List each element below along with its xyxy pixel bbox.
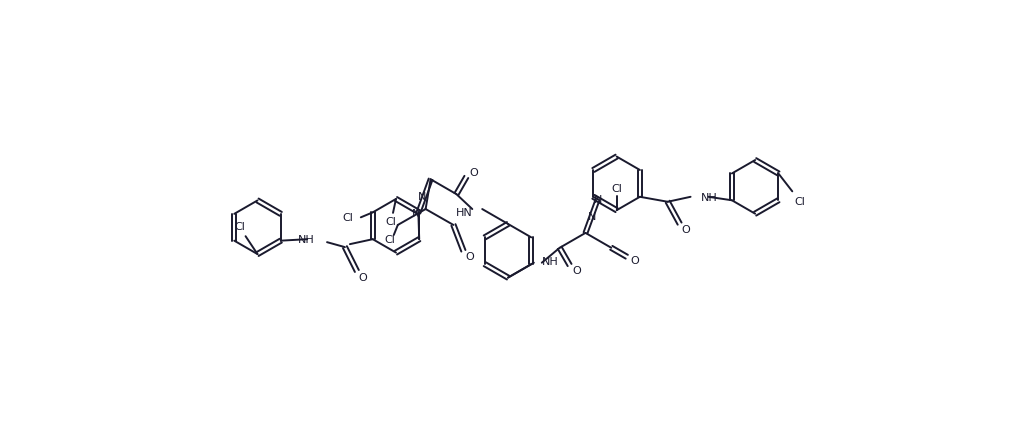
Text: N: N [588, 212, 596, 222]
Text: NH: NH [542, 256, 559, 266]
Text: N: N [419, 191, 427, 201]
Text: Cl: Cl [235, 222, 245, 232]
Text: HN: HN [456, 207, 472, 217]
Text: Cl: Cl [385, 234, 395, 244]
Text: O: O [681, 224, 690, 234]
Text: N: N [594, 195, 602, 205]
Text: O: O [469, 168, 477, 178]
Text: Cl: Cl [611, 184, 623, 194]
Text: O: O [465, 251, 473, 261]
Text: Cl: Cl [386, 216, 396, 226]
Text: O: O [631, 255, 639, 265]
Text: O: O [358, 272, 367, 282]
Text: NH: NH [297, 235, 314, 245]
Text: N: N [413, 208, 421, 218]
Text: Cl: Cl [342, 213, 353, 223]
Text: Cl: Cl [794, 197, 806, 207]
Text: O: O [572, 265, 581, 275]
Text: NH: NH [701, 192, 717, 202]
